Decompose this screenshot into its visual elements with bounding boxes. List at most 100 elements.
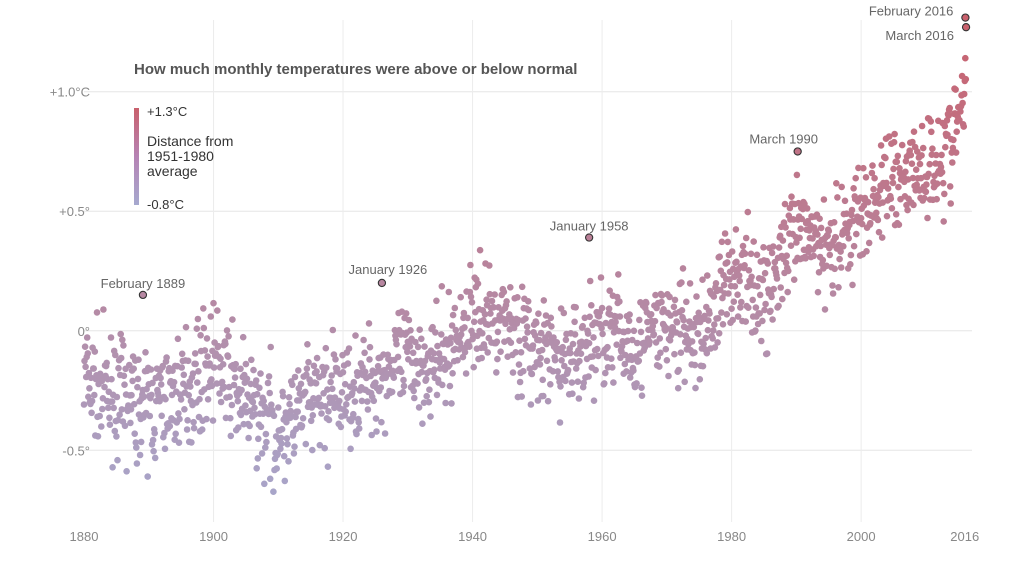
data-point bbox=[151, 429, 158, 437]
data-point bbox=[270, 488, 277, 496]
data-point bbox=[178, 364, 185, 371]
data-point bbox=[166, 422, 174, 430]
data-point bbox=[239, 333, 247, 341]
data-point bbox=[170, 378, 178, 386]
y-tick-label: +0.5° bbox=[59, 204, 90, 219]
data-point bbox=[90, 365, 97, 372]
data-point bbox=[103, 359, 110, 367]
data-point bbox=[910, 201, 917, 209]
highlighted-point bbox=[793, 147, 802, 156]
data-point bbox=[637, 328, 645, 336]
data-point bbox=[289, 381, 296, 389]
data-point bbox=[666, 293, 673, 301]
data-point bbox=[488, 297, 496, 305]
data-point bbox=[190, 418, 197, 426]
data-point bbox=[254, 455, 262, 462]
data-point bbox=[230, 381, 238, 389]
data-point bbox=[576, 357, 583, 365]
data-point bbox=[430, 350, 438, 357]
data-point bbox=[928, 128, 935, 136]
data-point bbox=[393, 340, 400, 348]
data-point bbox=[366, 343, 374, 351]
data-point bbox=[837, 248, 844, 255]
data-point bbox=[862, 174, 870, 181]
data-point bbox=[939, 179, 947, 187]
data-point bbox=[446, 382, 454, 390]
data-point bbox=[423, 392, 431, 400]
data-point bbox=[137, 438, 145, 446]
data-point bbox=[219, 361, 227, 368]
data-point bbox=[224, 353, 232, 361]
data-point bbox=[156, 397, 163, 405]
data-point bbox=[633, 380, 640, 387]
data-point bbox=[557, 383, 564, 390]
data-point bbox=[646, 338, 653, 346]
data-point bbox=[324, 386, 331, 393]
data-point bbox=[770, 285, 777, 293]
data-point bbox=[564, 366, 572, 374]
data-point bbox=[213, 380, 221, 387]
data-point bbox=[768, 293, 775, 301]
data-point bbox=[426, 386, 433, 394]
data-point bbox=[533, 319, 540, 327]
data-point bbox=[647, 311, 655, 318]
data-point bbox=[325, 416, 333, 424]
data-point bbox=[737, 304, 744, 311]
data-point bbox=[217, 355, 224, 363]
data-point bbox=[650, 331, 658, 338]
data-point bbox=[870, 185, 877, 193]
data-point bbox=[589, 353, 597, 360]
data-point bbox=[292, 413, 299, 421]
chart-title: How much monthly temperatures were above… bbox=[134, 61, 577, 78]
data-point bbox=[656, 335, 664, 342]
data-point bbox=[303, 365, 311, 373]
data-point bbox=[867, 219, 874, 227]
data-point bbox=[478, 354, 486, 362]
data-point bbox=[926, 160, 933, 168]
data-point bbox=[831, 265, 838, 273]
data-point bbox=[739, 242, 747, 250]
data-point bbox=[858, 220, 866, 228]
data-point bbox=[938, 151, 945, 159]
data-point bbox=[937, 163, 945, 171]
data-point bbox=[677, 349, 685, 357]
data-point bbox=[537, 329, 545, 337]
data-point bbox=[558, 357, 565, 364]
data-point bbox=[494, 355, 501, 363]
data-point bbox=[372, 379, 379, 387]
data-point bbox=[112, 351, 119, 359]
data-point bbox=[529, 342, 537, 349]
highlighted-point bbox=[377, 278, 387, 288]
data-point bbox=[238, 386, 245, 394]
data-point bbox=[175, 410, 182, 417]
data-point bbox=[741, 250, 749, 257]
data-point bbox=[782, 259, 790, 267]
data-point bbox=[278, 440, 285, 447]
data-point bbox=[528, 370, 536, 378]
data-point bbox=[960, 90, 968, 98]
data-point bbox=[692, 384, 699, 392]
data-point bbox=[814, 288, 822, 296]
color-legend: +1.3°C Distance from 1951-1980 average -… bbox=[134, 104, 233, 212]
data-point bbox=[850, 242, 858, 250]
data-point bbox=[242, 402, 249, 409]
data-point bbox=[860, 164, 867, 172]
data-point bbox=[568, 379, 576, 386]
data-point bbox=[447, 339, 454, 347]
legend-gradient-bar bbox=[134, 108, 139, 205]
data-point bbox=[946, 183, 954, 190]
data-point bbox=[210, 364, 218, 371]
data-point bbox=[474, 280, 482, 288]
data-point bbox=[119, 336, 126, 344]
data-point bbox=[106, 414, 113, 422]
data-point bbox=[908, 160, 916, 167]
data-point bbox=[101, 383, 108, 391]
data-point bbox=[738, 298, 745, 306]
data-point bbox=[536, 361, 544, 368]
data-point bbox=[347, 445, 354, 453]
data-point bbox=[468, 299, 476, 306]
data-point bbox=[161, 445, 169, 453]
data-point bbox=[845, 235, 852, 242]
data-point bbox=[549, 368, 557, 375]
